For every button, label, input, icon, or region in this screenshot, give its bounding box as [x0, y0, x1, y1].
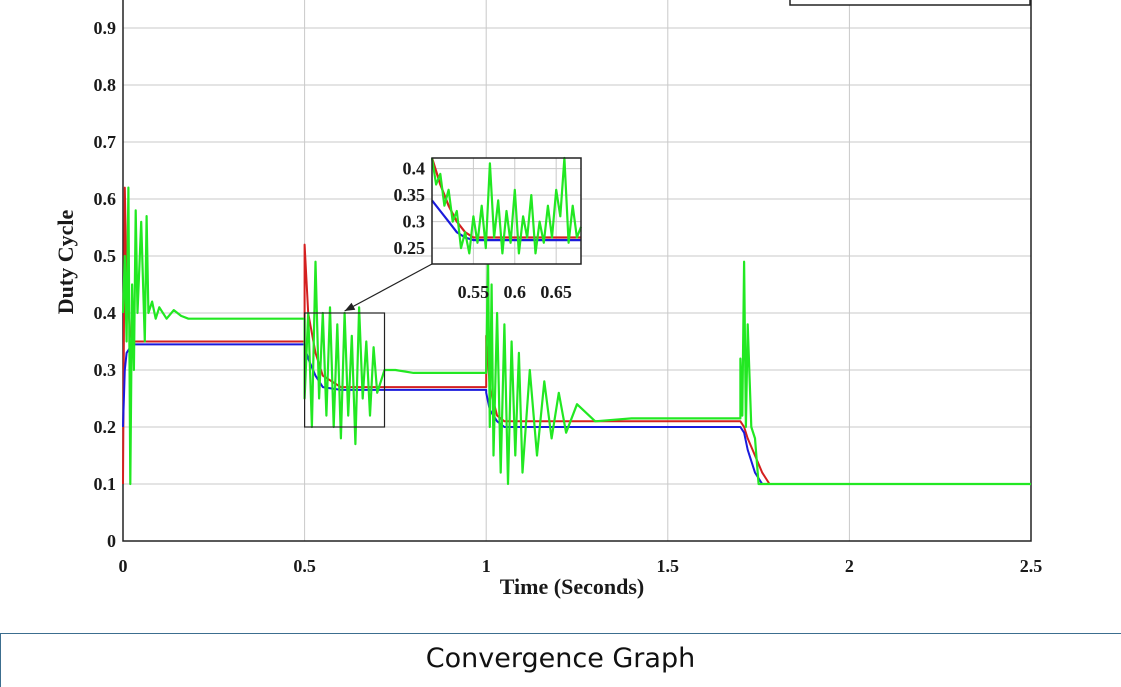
y-tick-label: 0.7 — [94, 132, 117, 152]
grid-lines — [122, 0, 1032, 542]
inset-y-tick-label: 0.3 — [403, 212, 426, 232]
inset-x-tick-label: 0.55 — [458, 282, 490, 302]
inset-x-tick-labels: 0.55 0.6 0.65 — [458, 282, 572, 302]
x-tick-label: 1.5 — [657, 556, 680, 576]
y-tick-label: 0.3 — [94, 360, 117, 380]
plot-frame — [122, 0, 1032, 542]
inset-y-tick-label: 0.4 — [403, 159, 426, 179]
zoom-inset: 0.55 0.6 0.65 0.25 0.3 0.35 0.4 — [394, 156, 583, 302]
y-tick-label: 0.1 — [94, 474, 117, 494]
x-tick-label: 1 — [482, 556, 491, 576]
convergence-chart: 0 0.5 1 1.5 2 2.5 0 0.1 0.2 0.3 0.4 0.5 0.6 0.7 0.8 0.… — [53, 0, 1043, 599]
series-line-blue — [122, 343, 1031, 485]
inset-x-tick-label: 0.65 — [540, 282, 572, 302]
zoom-arrowhead — [344, 302, 356, 311]
inset-y-tick-labels: 0.25 0.3 0.35 0.4 — [394, 159, 426, 259]
inset-series-line-red — [430, 157, 581, 239]
y-tick-label: 0 — [107, 531, 116, 551]
series-layer — [121, 186, 1031, 486]
zoom-arrow — [344, 263, 433, 312]
series-line-green — [121, 186, 1031, 486]
x-tick-labels: 0 0.5 1 1.5 2 2.5 — [119, 556, 1043, 576]
y-tick-label: 0.9 — [94, 18, 117, 38]
x-tick-label: 0.5 — [293, 556, 316, 576]
inset-y-tick-label: 0.35 — [394, 185, 426, 205]
inset-series-line-green — [430, 156, 583, 255]
y-tick-label: 0.4 — [94, 303, 117, 323]
inset-frame — [431, 157, 582, 265]
inset-grid-lines — [432, 158, 581, 264]
legend-box — [789, 0, 1031, 6]
y-tick-label: 0.6 — [94, 189, 117, 209]
zoom-box — [304, 312, 386, 428]
y-tick-label: 0.5 — [94, 246, 117, 266]
y-axis-title: Duty Cycle — [53, 210, 78, 315]
inset-y-tick-label: 0.25 — [394, 238, 426, 258]
inset-series-layer — [430, 156, 583, 255]
y-tick-label: 0.8 — [94, 75, 117, 95]
y-tick-labels: 0 0.1 0.2 0.3 0.4 0.5 0.6 0.7 0.8 0.9 — [94, 18, 117, 551]
inset-series-line-blue — [431, 199, 581, 242]
x-tick-label: 2 — [845, 556, 854, 576]
x-tick-label: 2.5 — [1020, 556, 1043, 576]
y-tick-label: 0.2 — [94, 417, 117, 437]
figure-caption: Convergence Graph — [425, 643, 696, 674]
caption-bar — [0, 633, 1121, 687]
x-axis-title: Time (Seconds) — [500, 574, 644, 599]
inset-x-tick-label: 0.6 — [504, 282, 527, 302]
x-tick-label: 0 — [119, 556, 128, 576]
